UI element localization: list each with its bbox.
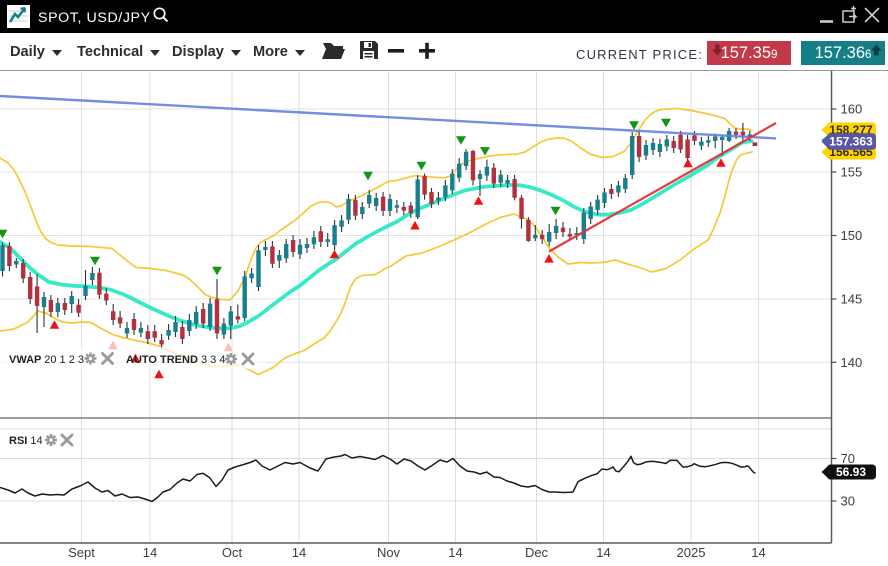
svg-text:155: 155 [841,165,863,180]
svg-text:14: 14 [292,545,306,560]
svg-text:56.93: 56.93 [836,465,866,479]
svg-text:Dec: Dec [525,545,549,560]
svg-text:14: 14 [596,545,610,560]
svg-text:VWAP 20 1 2 3: VWAP 20 1 2 3 [9,354,84,366]
svg-text:145: 145 [841,292,863,307]
svg-text:30: 30 [841,494,855,509]
svg-text:160: 160 [841,102,863,117]
svg-text:140: 140 [841,355,863,370]
svg-text:AUTO TREND 3 3 4: AUTO TREND 3 3 4 [126,354,225,366]
svg-text:RSI 14: RSI 14 [9,435,43,447]
svg-text:Nov: Nov [377,545,401,560]
svg-text:SPOT, USD/JPY: SPOT, USD/JPY [38,10,151,26]
svg-text:14: 14 [448,545,462,560]
svg-text:157.363: 157.363 [829,135,873,149]
svg-text:70: 70 [841,451,855,466]
svg-text:Sept: Sept [68,545,95,560]
svg-text:2025: 2025 [677,545,706,560]
svg-text:14: 14 [143,545,157,560]
svg-text:150: 150 [841,228,863,243]
svg-text:Oct: Oct [222,545,243,560]
svg-text:14: 14 [751,545,765,560]
